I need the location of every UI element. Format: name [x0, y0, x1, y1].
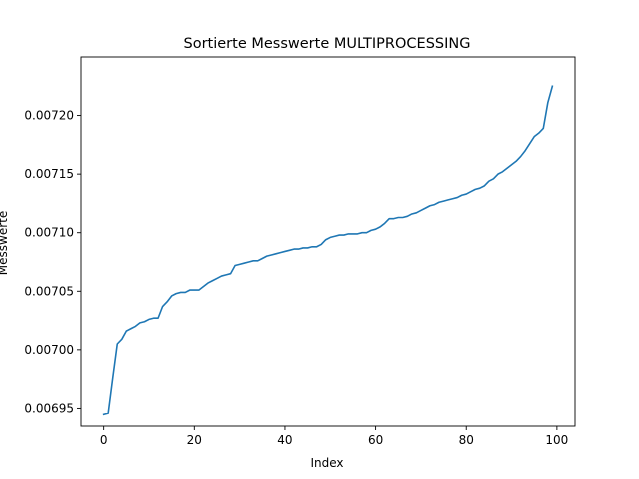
axes-frame — [80, 56, 576, 427]
plot-area — [80, 56, 576, 427]
y-tick-label: 0.00695 — [24, 401, 74, 415]
x-axis-title: Index — [310, 456, 343, 470]
x-tick-label: 80 — [459, 433, 474, 447]
y-axis-ticks: 0.00695 0.00700 0.00705 0.00710 0.00715 0.007… — [24, 109, 81, 415]
x-tick-label: 100 — [545, 433, 568, 447]
y-tick-label: 0.00710 — [24, 226, 74, 240]
y-tick-label: 0.00720 — [24, 109, 74, 123]
y-tick-label: 0.00715 — [24, 167, 74, 181]
series-line-0 — [102, 85, 554, 416]
x-axis-ticks: 0 20 40 60 80 100 — [100, 426, 568, 447]
x-tick-label: 40 — [277, 433, 292, 447]
chart-title: Sortierte Messwerte MULTIPROCESSING — [184, 36, 471, 52]
y-tick-label: 0.00700 — [24, 343, 74, 357]
x-tick-label: 0 — [100, 433, 108, 447]
x-tick-label: 20 — [187, 433, 202, 447]
x-tick-label: 60 — [368, 433, 383, 447]
y-tick-label: 0.00705 — [24, 284, 74, 298]
y-axis-title: Messwerte — [0, 211, 10, 275]
